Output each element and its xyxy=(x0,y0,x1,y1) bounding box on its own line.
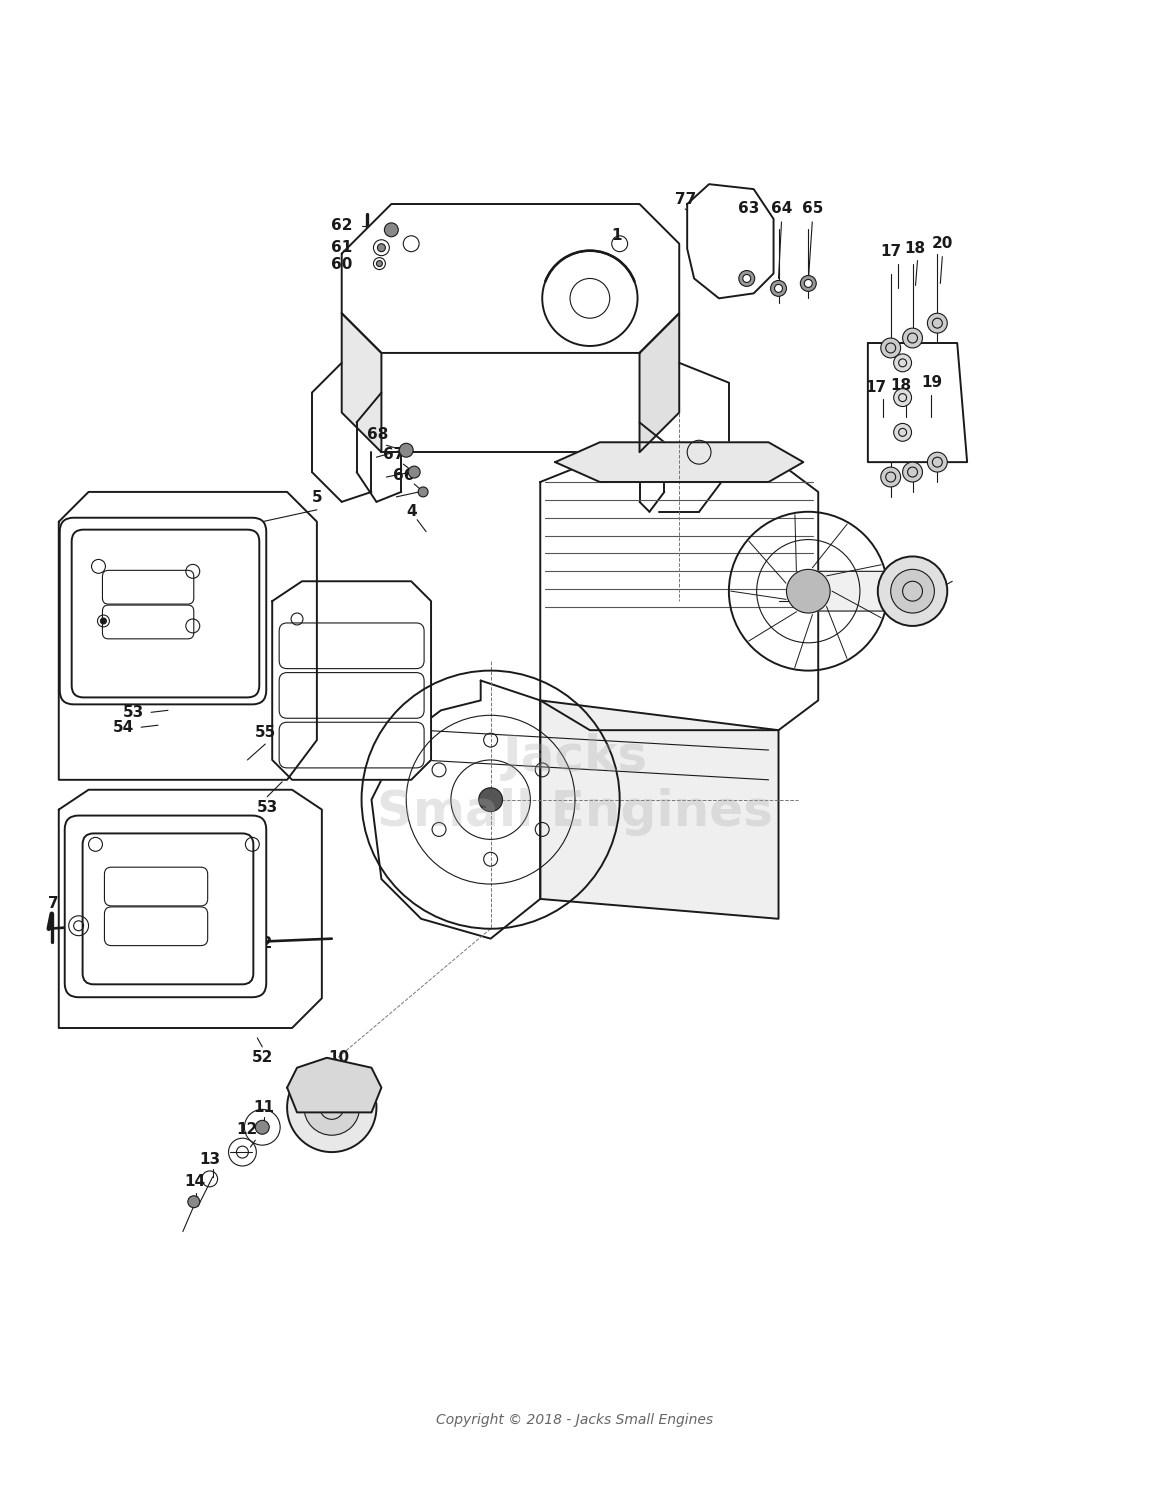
Polygon shape xyxy=(639,314,680,453)
Text: 53: 53 xyxy=(256,800,278,815)
Text: Jacks
Small Engines: Jacks Small Engines xyxy=(377,733,773,836)
Circle shape xyxy=(881,468,900,487)
Text: 12: 12 xyxy=(237,1121,258,1136)
Circle shape xyxy=(800,276,816,291)
Text: 18: 18 xyxy=(904,241,925,257)
Polygon shape xyxy=(342,204,680,353)
Polygon shape xyxy=(540,700,779,919)
Circle shape xyxy=(894,389,912,406)
Text: 52: 52 xyxy=(252,1050,273,1065)
Text: 18: 18 xyxy=(890,379,911,394)
Circle shape xyxy=(187,1195,200,1207)
Text: 64: 64 xyxy=(770,202,792,216)
Polygon shape xyxy=(59,492,317,780)
Text: 13: 13 xyxy=(199,1151,221,1166)
Text: 61: 61 xyxy=(331,240,352,255)
Circle shape xyxy=(743,275,751,282)
Text: 20: 20 xyxy=(932,237,953,250)
Polygon shape xyxy=(288,1058,382,1112)
Polygon shape xyxy=(808,572,918,611)
Text: 19: 19 xyxy=(921,376,942,391)
Text: 52: 52 xyxy=(252,936,273,951)
FancyBboxPatch shape xyxy=(71,530,259,697)
Text: 53: 53 xyxy=(123,705,144,720)
Text: 55: 55 xyxy=(254,724,276,739)
Polygon shape xyxy=(540,462,818,730)
Circle shape xyxy=(775,284,782,293)
Text: 11: 11 xyxy=(254,1100,275,1115)
FancyBboxPatch shape xyxy=(60,518,267,705)
Text: 68: 68 xyxy=(367,427,389,442)
Circle shape xyxy=(419,487,428,496)
Circle shape xyxy=(376,261,383,267)
Circle shape xyxy=(787,569,830,613)
Text: 66: 66 xyxy=(393,468,415,483)
Circle shape xyxy=(255,1120,269,1135)
Circle shape xyxy=(738,270,754,287)
Circle shape xyxy=(881,338,900,358)
Text: 67: 67 xyxy=(383,447,404,462)
FancyBboxPatch shape xyxy=(83,833,253,984)
Polygon shape xyxy=(688,184,774,299)
Circle shape xyxy=(927,314,948,333)
Circle shape xyxy=(288,1062,376,1151)
Circle shape xyxy=(877,557,948,626)
Circle shape xyxy=(903,462,922,481)
Circle shape xyxy=(408,466,420,478)
Polygon shape xyxy=(868,343,967,462)
Text: 62: 62 xyxy=(331,219,352,234)
FancyBboxPatch shape xyxy=(64,815,267,997)
Circle shape xyxy=(100,619,107,623)
Polygon shape xyxy=(555,442,804,481)
Text: 14: 14 xyxy=(184,1174,206,1189)
Polygon shape xyxy=(273,581,431,780)
Circle shape xyxy=(770,281,787,296)
Circle shape xyxy=(927,453,948,472)
Text: 5: 5 xyxy=(312,490,322,506)
Text: 63: 63 xyxy=(738,202,759,216)
Text: 54: 54 xyxy=(113,720,133,735)
Text: 77: 77 xyxy=(675,192,696,207)
Text: 17: 17 xyxy=(865,380,887,395)
Text: 17: 17 xyxy=(880,244,902,260)
Text: 60: 60 xyxy=(331,257,352,272)
Circle shape xyxy=(891,569,935,613)
Text: 6: 6 xyxy=(66,911,76,927)
Circle shape xyxy=(903,327,922,349)
Text: Copyright © 2018 - Jacks Small Engines: Copyright © 2018 - Jacks Small Engines xyxy=(437,1412,713,1426)
Circle shape xyxy=(478,788,503,812)
Text: 4: 4 xyxy=(406,504,416,519)
Polygon shape xyxy=(342,314,382,453)
Polygon shape xyxy=(371,681,540,939)
Polygon shape xyxy=(59,789,322,1028)
Text: 7: 7 xyxy=(48,896,59,911)
Text: 10: 10 xyxy=(328,1050,350,1065)
Circle shape xyxy=(377,244,385,252)
Text: 1: 1 xyxy=(612,228,622,243)
Circle shape xyxy=(304,1079,360,1135)
Circle shape xyxy=(399,444,413,457)
Text: 65: 65 xyxy=(802,202,823,216)
Text: 51: 51 xyxy=(126,981,147,996)
Circle shape xyxy=(384,223,398,237)
Circle shape xyxy=(894,424,912,441)
Circle shape xyxy=(894,355,912,371)
Circle shape xyxy=(804,279,812,287)
